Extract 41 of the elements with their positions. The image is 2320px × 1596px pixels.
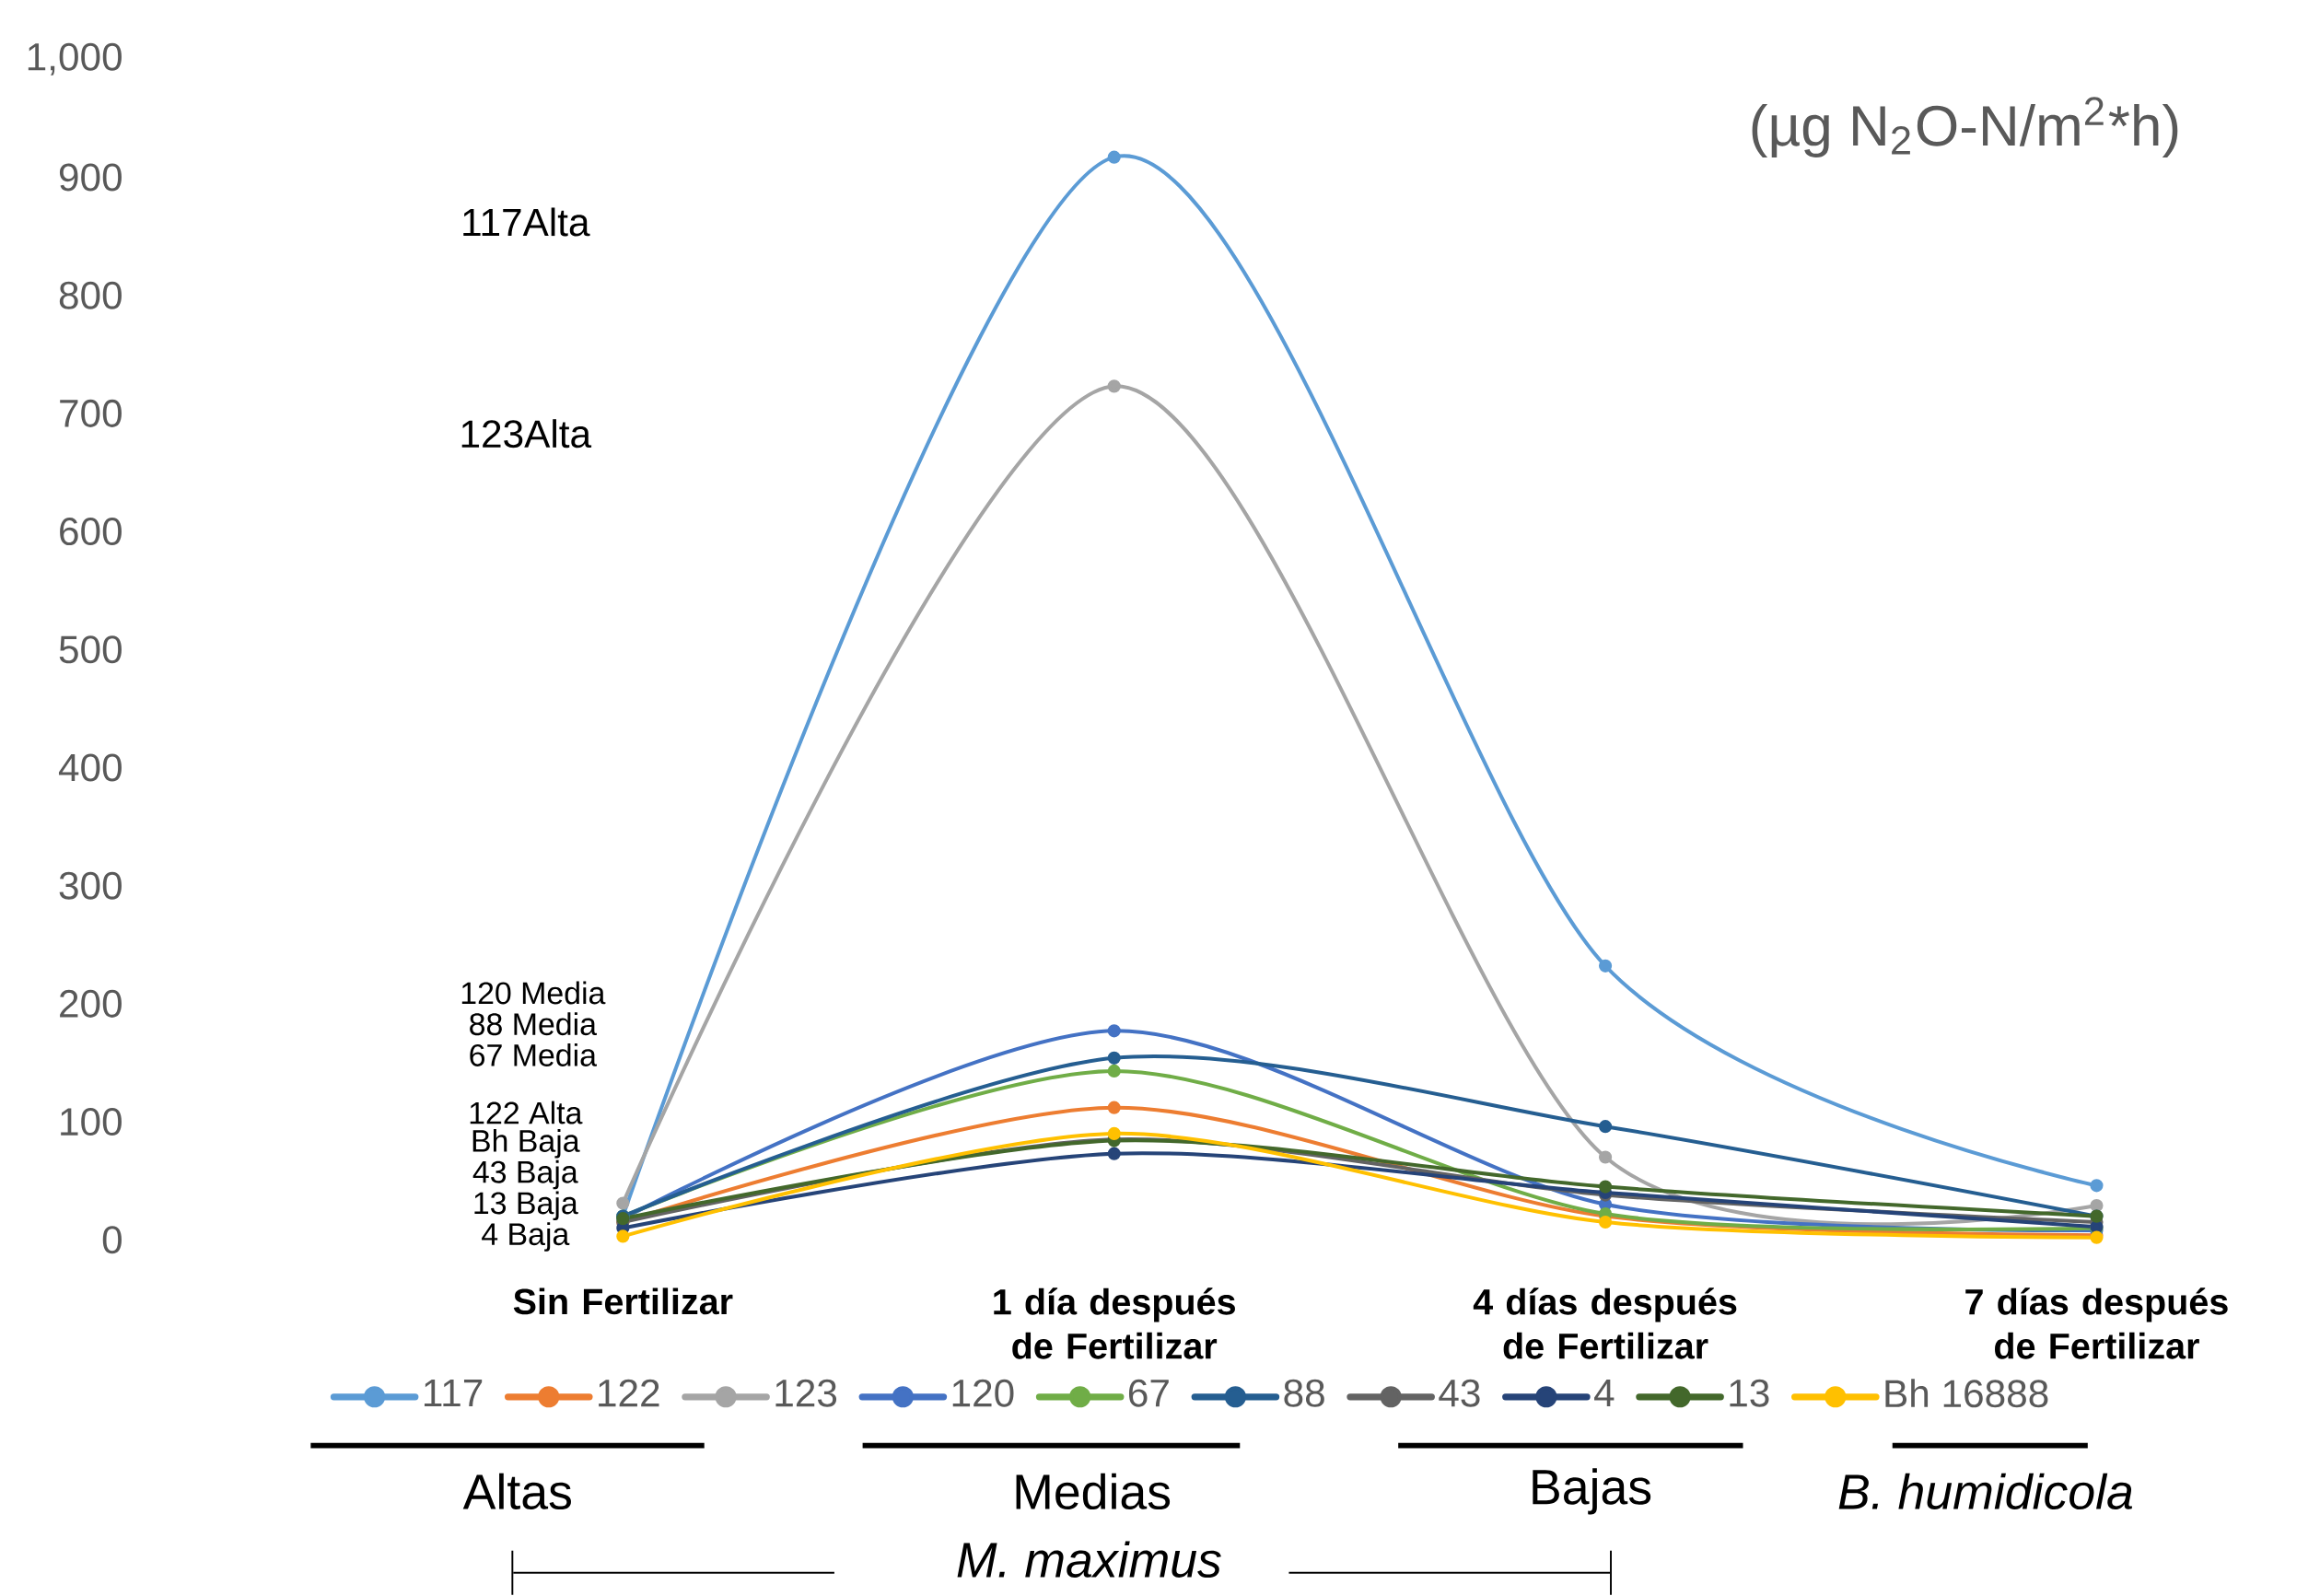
y-tick-label: 200 bbox=[60, 989, 122, 1018]
annotation: 4 Baja bbox=[482, 1221, 570, 1252]
y-tick-label: 600 bbox=[60, 517, 122, 545]
annotation: 43 Baja bbox=[472, 1159, 578, 1190]
y-tick-label: 800 bbox=[59, 281, 122, 309]
x-tick-label: 7 días después de Fertilizar bbox=[1965, 1287, 2228, 1359]
annotation: 88 Media bbox=[470, 1011, 597, 1035]
y-tick-label: 300 bbox=[59, 871, 122, 900]
text: B. humidicola bbox=[1838, 1473, 2133, 1509]
y-tick-label: 900 bbox=[59, 163, 122, 192]
legend-label: 120 bbox=[952, 1379, 1014, 1407]
annotation: Bh Baja bbox=[472, 1128, 580, 1159]
annotation: (µg N$_{2}$O-N/m$^{2}$*h) bbox=[1752, 97, 2178, 157]
legend-label: 88 bbox=[1284, 1379, 1324, 1407]
y-tick-label: 700 bbox=[60, 399, 122, 427]
x-tick-label: Sin Fertilizar bbox=[513, 1287, 733, 1315]
annotation: 123Alta bbox=[461, 418, 592, 449]
legend-label: 4 bbox=[1594, 1379, 1615, 1406]
annotation: 117Alta bbox=[463, 207, 590, 237]
x-tick-label: 4 días después de Fertilizar bbox=[1473, 1287, 1737, 1359]
legend-label: 43 bbox=[1439, 1379, 1480, 1407]
annotation: 120 Media bbox=[461, 981, 606, 1005]
annotation: 122 Alta bbox=[470, 1101, 583, 1124]
legend-label: 67 bbox=[1128, 1379, 1169, 1407]
text: M. maximus bbox=[957, 1541, 1221, 1578]
legend-label: 123 bbox=[775, 1379, 837, 1407]
legend-label: 117 bbox=[424, 1379, 483, 1406]
y-tick-label: 500 bbox=[59, 635, 122, 664]
text: Altas bbox=[462, 1473, 571, 1509]
y-tick-label: 0 bbox=[102, 1226, 122, 1254]
text: Medias bbox=[1016, 1473, 1171, 1509]
annotation: 67 Media bbox=[470, 1043, 597, 1066]
y-tick-label: 100 bbox=[61, 1107, 122, 1136]
text: Bajas bbox=[1533, 1468, 1651, 1515]
y-tick-label: 1,000 bbox=[28, 42, 122, 76]
y-tick-label: 400 bbox=[58, 753, 122, 782]
legend-label: Bh 16888 bbox=[1885, 1379, 2048, 1408]
legend-label: 13 bbox=[1730, 1379, 1769, 1407]
annotation: 13 Baja bbox=[474, 1191, 578, 1220]
legend-label: 122 bbox=[599, 1379, 659, 1407]
x-tick-label: 1 día después de Fertilizar bbox=[994, 1287, 1235, 1359]
